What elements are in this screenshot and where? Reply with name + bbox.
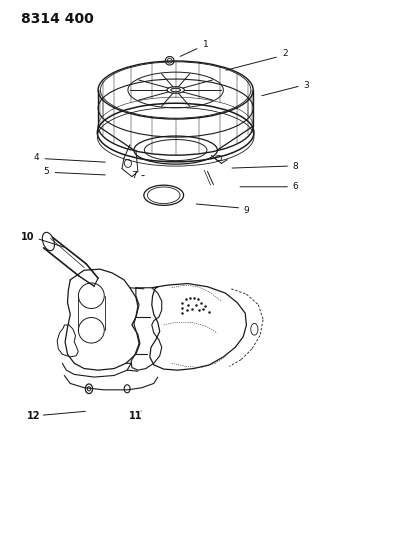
- Text: 12: 12: [27, 411, 40, 422]
- Text: 8: 8: [293, 161, 298, 171]
- Text: 3: 3: [303, 81, 309, 90]
- Text: 6: 6: [293, 182, 298, 191]
- Text: 11: 11: [129, 411, 142, 422]
- Text: 1: 1: [203, 40, 208, 49]
- Text: 4: 4: [34, 153, 39, 162]
- Text: 2: 2: [282, 50, 288, 58]
- Text: 10: 10: [21, 232, 34, 243]
- Text: 9: 9: [243, 206, 249, 215]
- Text: 5: 5: [43, 167, 49, 176]
- Text: 7: 7: [131, 171, 137, 180]
- Text: 8314 400: 8314 400: [21, 12, 93, 27]
